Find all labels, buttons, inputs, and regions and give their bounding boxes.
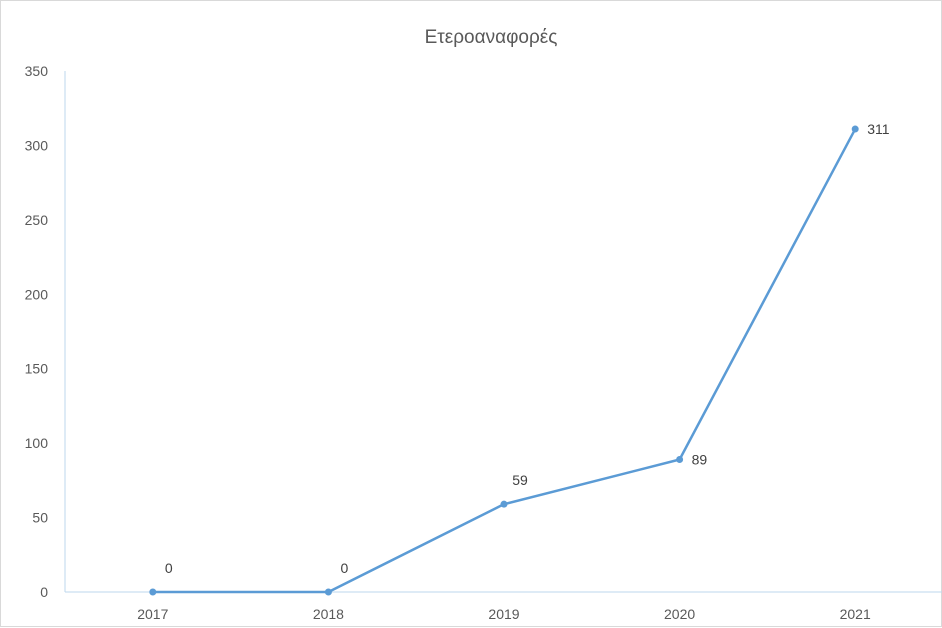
y-tick-label: 250 bbox=[25, 212, 49, 228]
x-tick-label: 2017 bbox=[137, 606, 168, 622]
data-point bbox=[149, 588, 157, 596]
y-axis: 0 50 100 150 200 250 300 350 bbox=[25, 63, 66, 600]
series-line bbox=[151, 127, 857, 594]
y-tick-label: 50 bbox=[32, 510, 48, 526]
data-point bbox=[324, 588, 332, 596]
y-tick-label: 150 bbox=[25, 361, 49, 377]
x-tick-label: 2021 bbox=[840, 606, 871, 622]
y-tick-label: 100 bbox=[25, 435, 49, 451]
x-axis: 2017 2018 2019 2020 2021 bbox=[65, 591, 942, 622]
series-group bbox=[149, 125, 859, 596]
data-point bbox=[676, 456, 684, 464]
data-point bbox=[500, 500, 508, 508]
x-tick-label: 2020 bbox=[664, 606, 695, 622]
data-label: 311 bbox=[867, 121, 890, 137]
data-label: 0 bbox=[165, 560, 173, 576]
y-tick-label: 300 bbox=[25, 137, 49, 153]
x-tick-label: 2019 bbox=[488, 606, 519, 622]
data-label: 89 bbox=[692, 452, 708, 468]
data-labels: 0 0 59 89 311 bbox=[165, 121, 890, 576]
chart-title: Ετεροαναφορές bbox=[425, 27, 558, 48]
data-label: 0 bbox=[341, 560, 349, 576]
y-tick-label: 200 bbox=[25, 286, 49, 302]
data-point bbox=[851, 125, 859, 133]
x-tick-label: 2018 bbox=[313, 606, 344, 622]
y-tick-label: 0 bbox=[40, 584, 48, 600]
y-tick-label: 350 bbox=[25, 63, 49, 79]
data-label: 59 bbox=[512, 472, 528, 488]
